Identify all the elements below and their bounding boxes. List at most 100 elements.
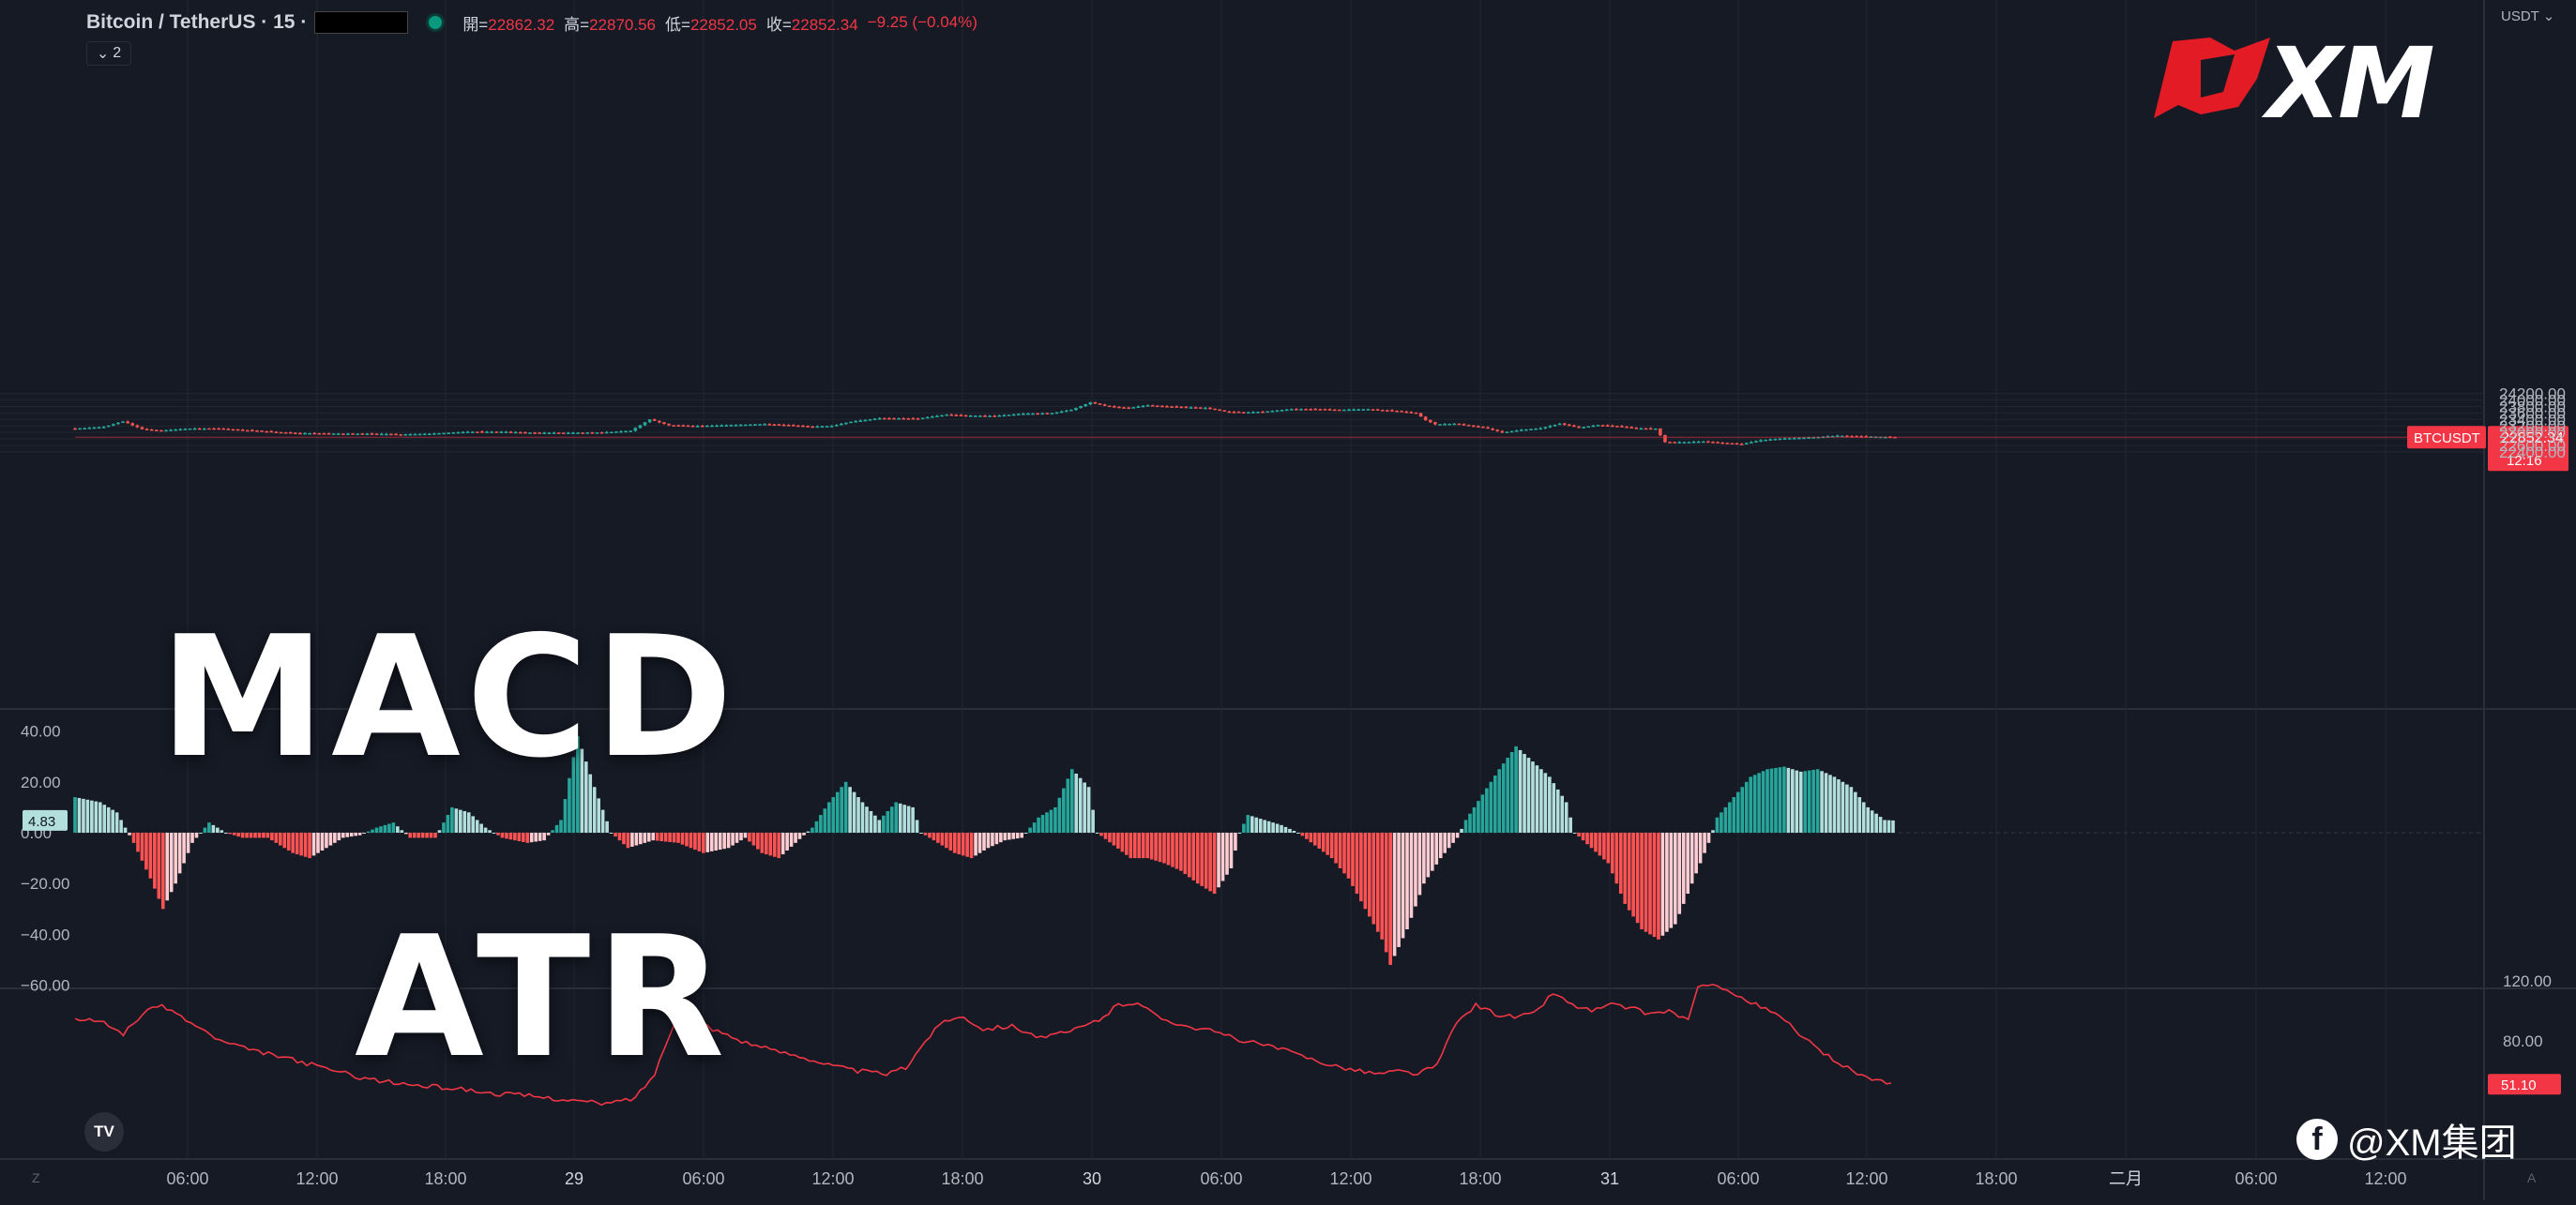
candle-body bbox=[351, 433, 355, 435]
candle-body bbox=[997, 415, 1002, 417]
candle-body bbox=[265, 430, 269, 433]
macd-bar bbox=[1874, 813, 1878, 833]
macd-bar bbox=[1062, 788, 1066, 833]
current-price-box bbox=[2488, 426, 2568, 472]
macd-bar bbox=[1740, 787, 1745, 833]
macd-bar bbox=[819, 815, 823, 833]
social-handle-text: @XM集团 bbox=[2347, 1122, 2517, 1164]
macd-bar bbox=[626, 833, 630, 849]
macd-bar bbox=[308, 833, 311, 859]
macd-bar bbox=[1263, 820, 1266, 833]
macd-value-box bbox=[23, 809, 68, 831]
candle-body bbox=[1477, 426, 1480, 428]
macd-bar bbox=[1086, 787, 1091, 833]
candle-body bbox=[595, 432, 599, 434]
candle-body bbox=[1486, 427, 1490, 429]
ohlc-field: 低=22852.05 bbox=[665, 11, 757, 35]
candle-body bbox=[1327, 409, 1332, 411]
macd-bar bbox=[291, 833, 295, 853]
macd-bar bbox=[1535, 765, 1539, 833]
macd-bar bbox=[542, 833, 546, 841]
candle-body bbox=[245, 429, 250, 432]
candle-body bbox=[734, 425, 738, 427]
macd-bar bbox=[902, 805, 906, 833]
candle-body bbox=[968, 415, 973, 417]
candle-body bbox=[561, 432, 566, 434]
atr-axis-label: 80.00 bbox=[2503, 1032, 2543, 1050]
symbol-header[interactable]: Bitcoin / TetherUS · 15 · 開=22862.32 高=22… bbox=[86, 9, 977, 36]
macd-bar bbox=[659, 833, 663, 842]
candle-body bbox=[331, 433, 336, 435]
macd-bar bbox=[965, 833, 969, 857]
candle-body bbox=[1218, 409, 1221, 412]
macd-bar bbox=[1778, 767, 1782, 833]
candle-body bbox=[1261, 411, 1265, 414]
candle-body bbox=[1668, 442, 1672, 444]
macd-bar bbox=[475, 820, 479, 833]
macd-bar bbox=[1548, 776, 1552, 833]
macd-bar bbox=[1057, 797, 1062, 833]
candle-body bbox=[1016, 414, 1021, 415]
macd-bar bbox=[877, 820, 882, 833]
macd-bar bbox=[831, 797, 836, 833]
macd-bar bbox=[1870, 810, 1874, 833]
candle-body bbox=[902, 418, 906, 420]
macd-bar bbox=[417, 833, 420, 838]
macd-bar bbox=[371, 829, 374, 833]
macd-bar bbox=[1120, 833, 1125, 852]
macd-bar bbox=[1640, 833, 1644, 929]
symbol-title[interactable]: Bitcoin / TetherUS · 15 · bbox=[86, 11, 308, 33]
candle-body bbox=[1577, 426, 1581, 429]
macd-bar bbox=[605, 821, 609, 833]
candle-body bbox=[686, 425, 690, 428]
macd-bar bbox=[1392, 833, 1397, 956]
indicators-collapse-button[interactable]: ⌄ 2 bbox=[86, 41, 131, 66]
chevron-down-icon: ⌄ bbox=[96, 46, 110, 62]
macd-bar bbox=[1761, 771, 1765, 833]
tradingview-logo-icon[interactable]: TV bbox=[84, 1112, 124, 1152]
macd-axis-label: 20.00 bbox=[21, 774, 61, 791]
candle-body bbox=[508, 431, 513, 433]
candle-body bbox=[144, 429, 149, 430]
candle-body bbox=[1251, 412, 1255, 414]
candle-body bbox=[658, 420, 661, 423]
macd-bar bbox=[98, 802, 102, 833]
candle-body bbox=[135, 425, 140, 428]
candle-body bbox=[1653, 428, 1658, 430]
macd-bar bbox=[1380, 833, 1385, 940]
macd-bar bbox=[316, 833, 320, 853]
candle-body bbox=[633, 428, 638, 431]
macd-bar bbox=[500, 833, 505, 838]
candle-body bbox=[1208, 407, 1212, 410]
macd-bar bbox=[1417, 833, 1422, 896]
candle-body bbox=[576, 432, 580, 434]
candle-body bbox=[767, 424, 772, 426]
macd-bar bbox=[513, 833, 517, 841]
macd-bar bbox=[551, 830, 554, 833]
macd-bar bbox=[1266, 821, 1271, 833]
macd-bar bbox=[1020, 833, 1023, 838]
countdown-label: 12:16 bbox=[2507, 453, 2542, 469]
candle-body bbox=[1160, 405, 1164, 408]
macd-bar bbox=[1552, 783, 1556, 833]
candle-body bbox=[1600, 425, 1605, 427]
auto-scale-icon[interactable]: A bbox=[2527, 1170, 2537, 1185]
time-axis-label: 18:00 bbox=[941, 1169, 983, 1188]
candle-body bbox=[1759, 440, 1763, 442]
macd-bar bbox=[860, 802, 865, 833]
zoom-icon[interactable]: Z bbox=[32, 1170, 40, 1185]
ohlc-value: 22852.05 bbox=[689, 15, 757, 34]
candle-body bbox=[413, 433, 417, 436]
macd-bar bbox=[697, 833, 702, 851]
macd-bar bbox=[1103, 833, 1108, 839]
macd-bar bbox=[274, 833, 279, 843]
candle-body bbox=[260, 430, 264, 432]
macd-bar bbox=[82, 798, 85, 833]
candle-body bbox=[1222, 410, 1227, 413]
macd-bar bbox=[1791, 769, 1795, 833]
macd-bar bbox=[882, 815, 886, 833]
candle-body bbox=[523, 431, 527, 434]
candle-body bbox=[806, 426, 810, 428]
